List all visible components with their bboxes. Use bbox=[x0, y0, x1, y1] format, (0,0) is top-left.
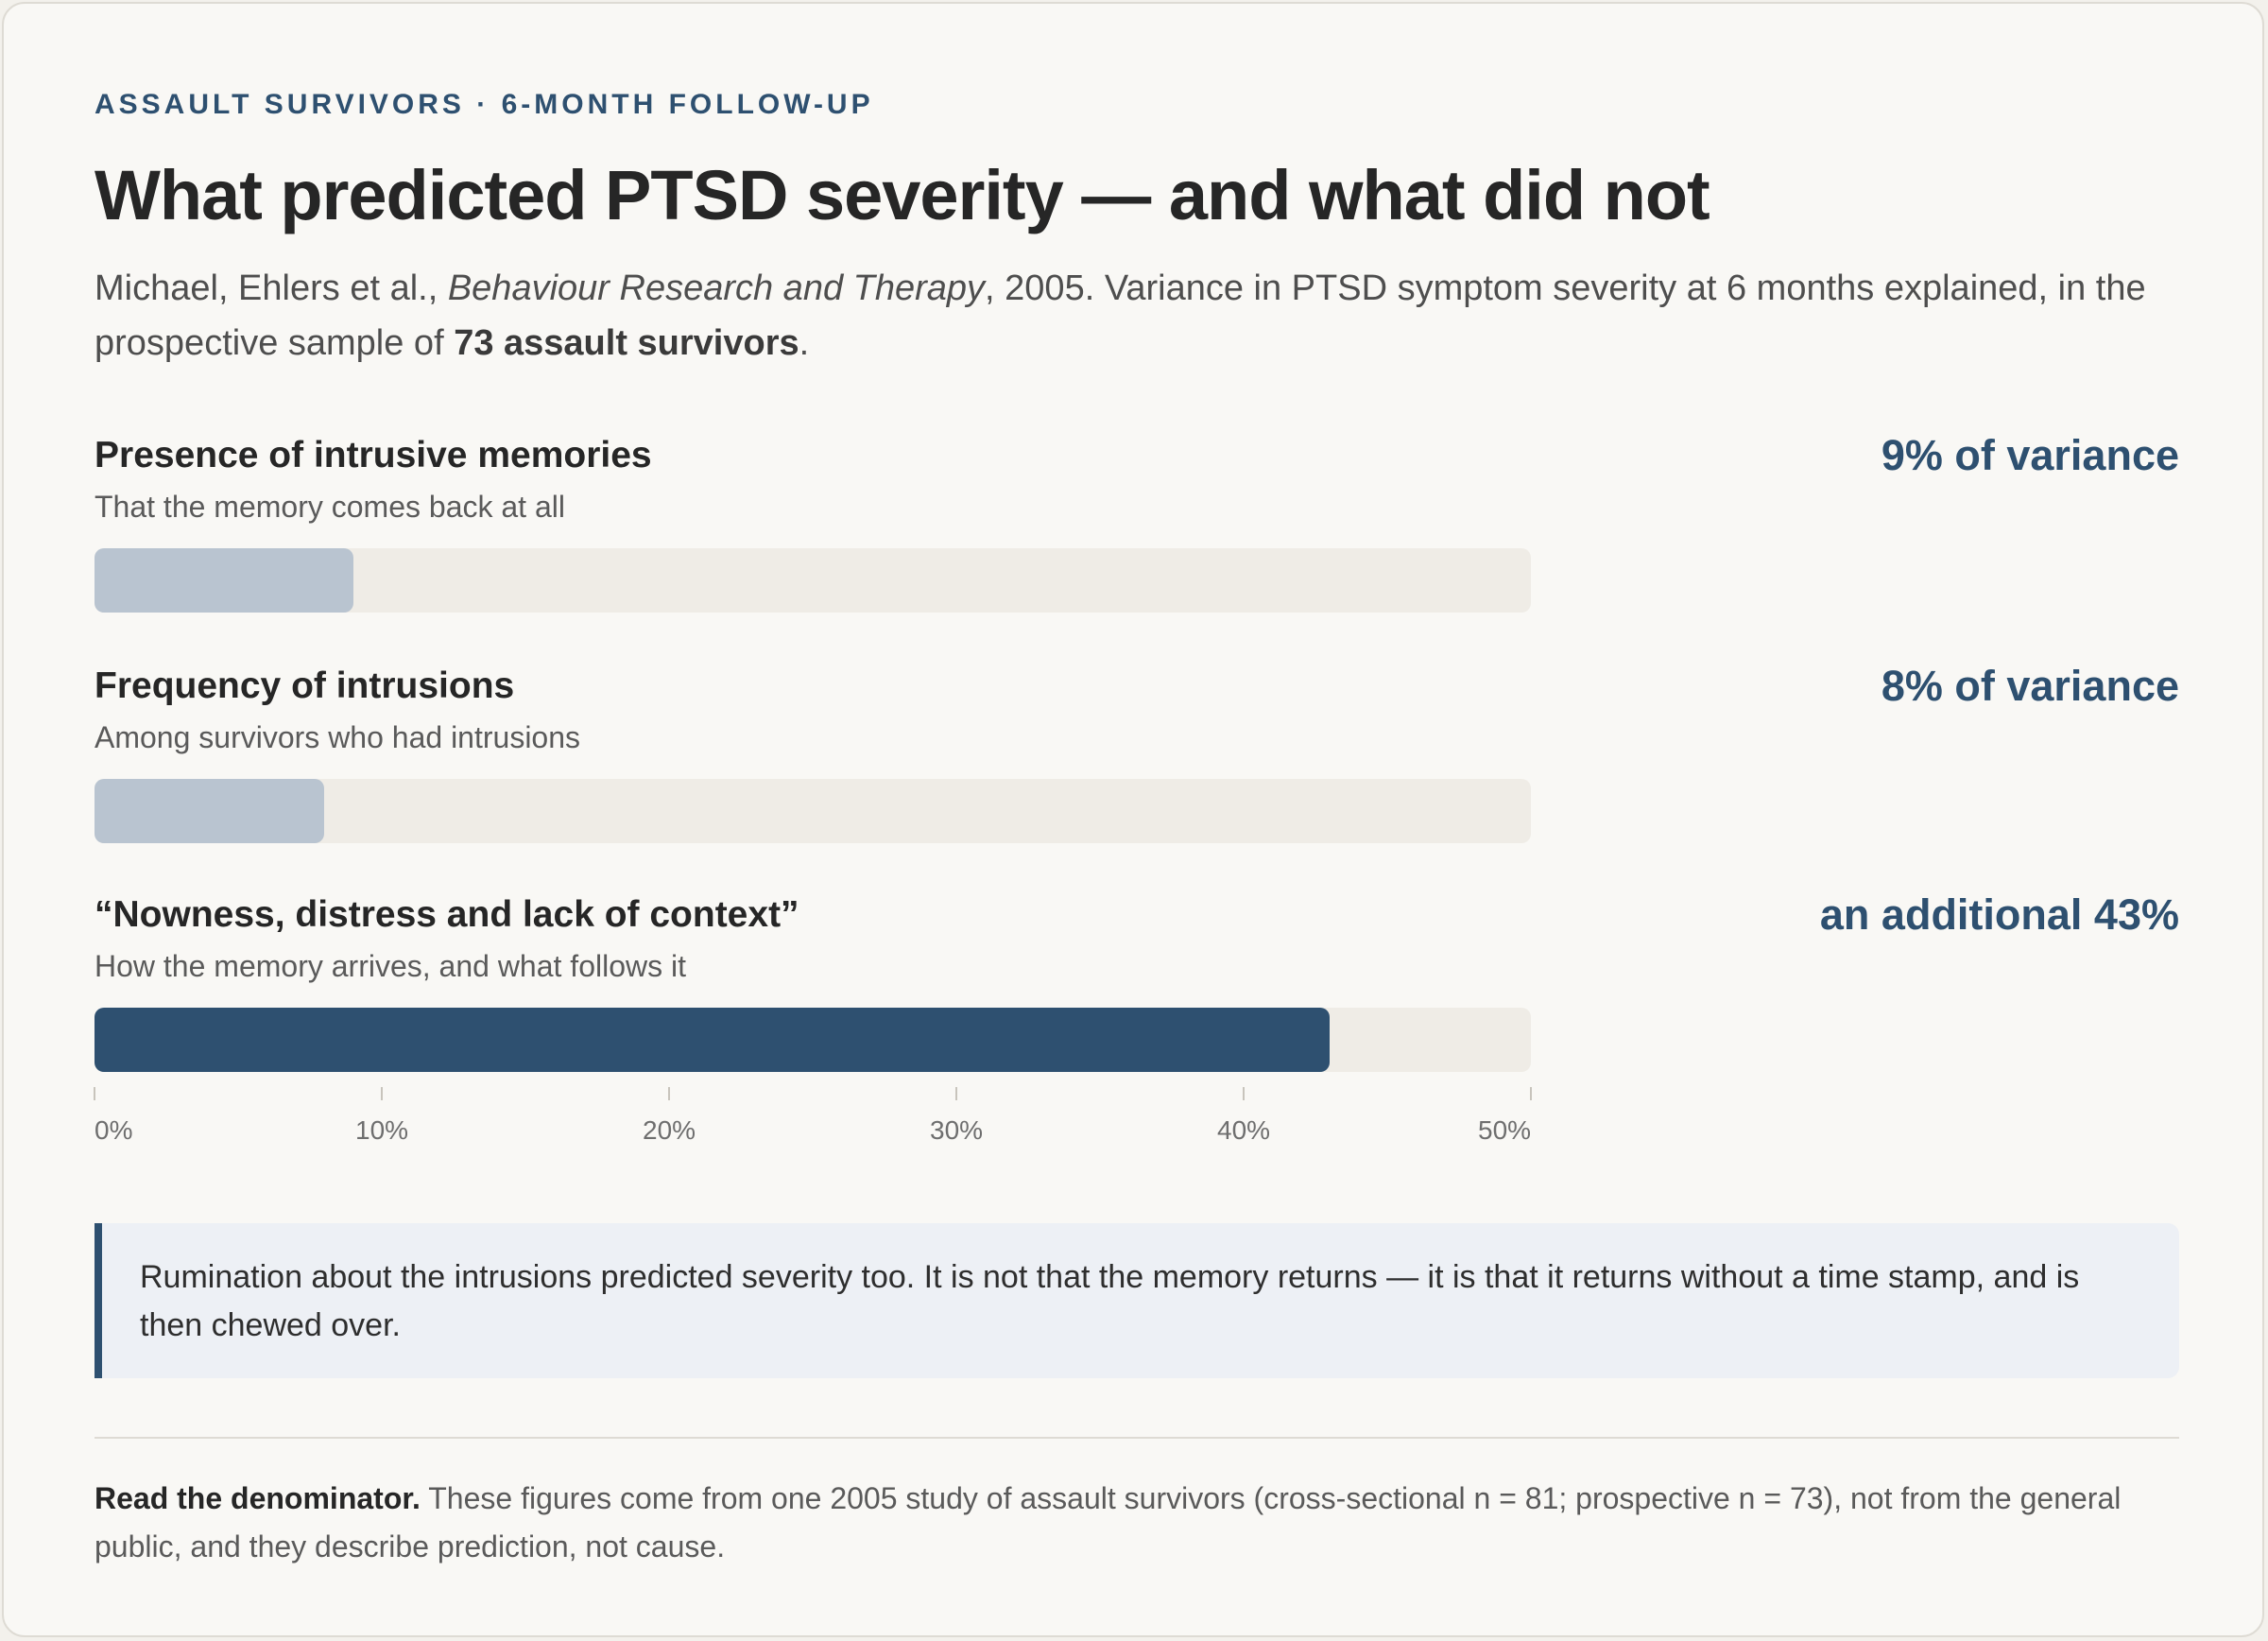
bar-sublabel: How the memory arrives, and what follows… bbox=[94, 949, 686, 983]
x-tick bbox=[381, 1087, 383, 1100]
bar-track bbox=[94, 779, 1531, 843]
subtitle-end: . bbox=[799, 323, 810, 363]
bar-row: “Nowness, distress and lack of context” H… bbox=[94, 890, 2179, 1083]
subtitle-authors: Michael, Ehlers et al., bbox=[94, 268, 448, 308]
x-tick-label: 10% bbox=[355, 1115, 409, 1145]
x-tick bbox=[955, 1087, 957, 1100]
divider bbox=[94, 1437, 2179, 1439]
subtitle-sample: 73 assault survivors bbox=[454, 323, 799, 363]
bar-value-label: 9% of variance bbox=[1881, 431, 2179, 479]
x-tick bbox=[94, 1087, 95, 1100]
bar-track bbox=[94, 1008, 1531, 1072]
bar-value-label: 8% of variance bbox=[1881, 662, 2179, 710]
chart-subtitle: Michael, Ehlers et al., Behaviour Resear… bbox=[94, 261, 2192, 371]
chart-title: What predicted PTSD severity — and what … bbox=[94, 156, 1710, 234]
x-tick bbox=[1530, 1087, 1532, 1100]
bar-row: Frequency of intrusions Among survivors w… bbox=[94, 662, 2179, 855]
x-tick-label: 20% bbox=[643, 1115, 696, 1145]
bar-label: Presence of intrusive memories bbox=[94, 435, 652, 475]
bar-row: Presence of intrusive memories That the m… bbox=[94, 431, 2179, 624]
x-axis: 0% 10% 20% 30% 40% 50% bbox=[94, 1087, 1532, 1145]
x-tick bbox=[668, 1087, 670, 1100]
bar-label: “Nowness, distress and lack of context” bbox=[94, 894, 799, 935]
bar-sublabel: That the memory comes back at all bbox=[94, 490, 565, 524]
subtitle-journal: Behaviour Research and Therapy bbox=[447, 268, 986, 308]
footnote: Read the denominator. These figures come… bbox=[94, 1475, 2183, 1571]
eyebrow-label: ASSAULT SURVIVORS · 6-MONTH FOLLOW-UP bbox=[94, 89, 874, 120]
bar bbox=[94, 1008, 1331, 1072]
subtitle-description: , 2005. Variance in PTSD symptom severit… bbox=[94, 268, 2146, 363]
bar-label: Frequency of intrusions bbox=[94, 665, 515, 706]
x-tick-label: 0% bbox=[94, 1115, 133, 1145]
bar-track bbox=[94, 548, 1531, 613]
x-tick-label: 30% bbox=[930, 1115, 984, 1145]
bar-value-label: an additional 43% bbox=[1819, 890, 2179, 939]
bar bbox=[94, 779, 325, 843]
footnote-lead: Read the denominator. bbox=[94, 1481, 421, 1515]
bar bbox=[94, 548, 353, 613]
bar-sublabel: Among survivors who had intrusions bbox=[94, 720, 581, 754]
x-tick-label: 50% bbox=[1478, 1115, 1532, 1145]
callout-note: Rumination about the intrusions predicte… bbox=[94, 1223, 2179, 1378]
footnote-text: These figures come from one 2005 study o… bbox=[94, 1481, 2122, 1563]
x-tick bbox=[1243, 1087, 1245, 1100]
x-tick-label: 40% bbox=[1217, 1115, 1271, 1145]
